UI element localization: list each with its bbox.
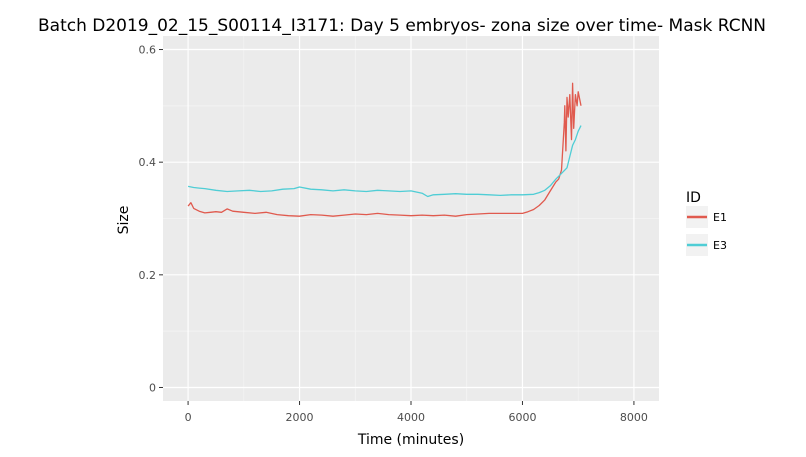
- y-tick-label: 0: [149, 381, 156, 394]
- x-tick-label: 6000: [508, 411, 536, 424]
- legend-label: E1: [713, 211, 727, 224]
- series-line-e3: [187, 125, 582, 198]
- x-tick-label: 0: [185, 411, 192, 424]
- x-axis-ticks: 0 2000 4000 6000 8000: [185, 401, 648, 424]
- x-tick-label: 4000: [397, 411, 425, 424]
- legend-label: E3: [713, 239, 727, 252]
- legend: ID E1 E3: [686, 190, 727, 256]
- y-tick-label: 0.6: [139, 44, 157, 57]
- y-axis-ticks: 0 0.2 0.4 0.6: [139, 44, 163, 394]
- x-tick-label: 2000: [286, 411, 314, 424]
- y-tick-label: 0.2: [139, 269, 157, 282]
- grid-major: [163, 36, 659, 401]
- series-lines: [187, 82, 582, 217]
- legend-item-e3: E3: [686, 234, 727, 256]
- legend-item-e1: E1: [686, 206, 727, 228]
- y-axis-title: Size: [116, 206, 132, 235]
- legend-items: E1 E3: [686, 206, 727, 256]
- x-tick-label: 8000: [620, 411, 648, 424]
- series-line-e1: [187, 82, 582, 217]
- chart-title: Batch D2019_02_15_S00114_I3171: Day 5 em…: [38, 16, 766, 36]
- y-tick-label: 0.4: [139, 156, 157, 169]
- x-axis-title: Time (minutes): [357, 432, 464, 448]
- legend-title: ID: [686, 190, 701, 206]
